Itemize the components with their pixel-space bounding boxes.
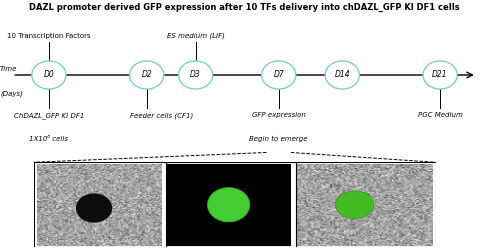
Text: D7: D7	[273, 71, 284, 79]
Text: Feeder cells (CF1): Feeder cells (CF1)	[129, 112, 193, 119]
Text: D21: D21	[431, 71, 447, 79]
Ellipse shape	[207, 187, 249, 222]
Text: Time: Time	[0, 66, 18, 72]
Text: D3: D3	[190, 71, 201, 79]
Ellipse shape	[422, 61, 456, 89]
Text: D0: D0	[43, 71, 54, 79]
Ellipse shape	[325, 61, 359, 89]
Ellipse shape	[261, 61, 295, 89]
Text: 1X10⁶ cells: 1X10⁶ cells	[29, 136, 68, 142]
Ellipse shape	[335, 191, 373, 219]
Ellipse shape	[178, 61, 212, 89]
Text: GFP expression: GFP expression	[251, 112, 305, 118]
Text: D14: D14	[334, 71, 349, 79]
Text: 10 Transcription Factors: 10 Transcription Factors	[7, 33, 91, 39]
Ellipse shape	[77, 194, 111, 222]
Text: PGC Medium: PGC Medium	[417, 112, 462, 118]
Text: ES medium (LIF): ES medium (LIF)	[166, 33, 224, 39]
Text: ChDAZL_GFP KI DF1: ChDAZL_GFP KI DF1	[14, 112, 84, 119]
Text: (Days): (Days)	[0, 90, 23, 97]
Text: D2: D2	[141, 71, 152, 79]
Ellipse shape	[32, 61, 66, 89]
Ellipse shape	[129, 61, 163, 89]
Text: Begin to emerge: Begin to emerge	[249, 136, 307, 142]
Text: DAZL promoter derived GFP expression after 10 TFs delivery into chDAZL_GFP KI DF: DAZL promoter derived GFP expression aft…	[29, 3, 459, 12]
